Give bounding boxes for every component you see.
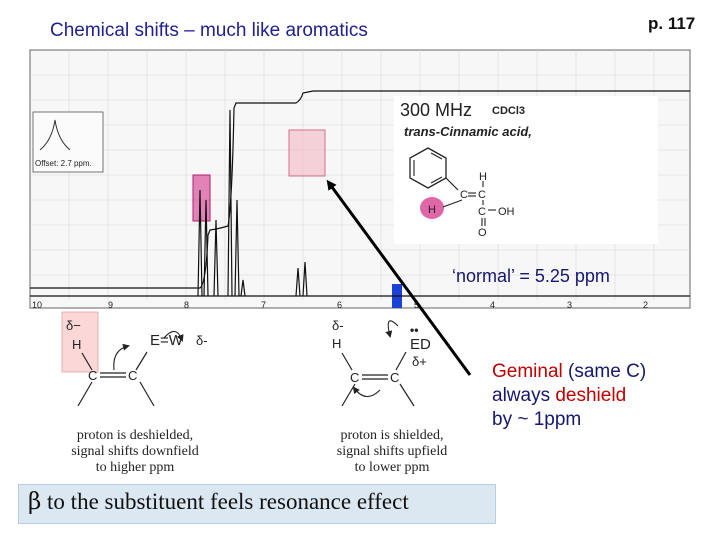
deshield-word: deshield — [555, 385, 627, 406]
ed-caption-line: signal shifts upfield — [336, 444, 448, 459]
ed-h: H — [332, 336, 341, 351]
ed-c2: C — [390, 370, 399, 385]
ew-highlight — [61, 311, 99, 373]
tick-7: 7 — [261, 300, 266, 310]
ew-h: H — [72, 337, 81, 352]
tick-4: 4 — [490, 300, 495, 310]
atom-c2: C — [478, 189, 486, 201]
ed-delta-minus: δ- — [332, 318, 344, 333]
geminal-line-2: always deshield — [492, 384, 646, 408]
ed-caption: proton is shielded, signal shifts upfiel… — [292, 428, 492, 476]
ed-caption-line: proton is shielded, — [340, 428, 444, 443]
offset-label: Offset: 2.7 ppm. — [35, 159, 92, 168]
beta-note: β to the substituent feels resonance eff… — [28, 489, 409, 515]
atom-o: O — [478, 227, 487, 239]
page-number: p. 117 — [648, 14, 696, 33]
tick-8: 8 — [184, 300, 189, 310]
beta-h: H — [479, 171, 487, 183]
geminal-line-1: Geminal (same C) — [492, 360, 646, 384]
geminal-line-1-rest: (same C) — [562, 361, 647, 382]
highlight-pink-large — [288, 129, 326, 177]
ew-c2: C — [128, 368, 137, 383]
ed-c1: C — [350, 370, 359, 385]
spectrum-peaks — [197, 109, 308, 297]
frequency-label: 300 MHz — [400, 100, 472, 120]
tick-9: 9 — [108, 300, 113, 310]
alpha-h: H — [428, 204, 436, 216]
geminal-line-2-plain: always — [492, 385, 556, 406]
compound-panel — [394, 96, 658, 244]
ew-delta-minus-2: δ- — [196, 333, 208, 348]
ew-delta-minus: δ− — [66, 318, 81, 333]
compound-name: trans-Cinnamic acid, — [404, 124, 532, 139]
offset-inset — [32, 111, 104, 173]
atom-c3: C — [478, 206, 486, 218]
tick-6: 6 — [337, 300, 342, 310]
ew-diagram: δ− H E=W δ- C C — [61, 311, 208, 407]
geminal-word: Geminal — [492, 361, 563, 382]
tick-2: 2 — [643, 300, 648, 310]
beta-note-text: to the substituent feels resonance effec… — [41, 489, 409, 514]
benzene-ring — [409, 147, 447, 189]
ed-delta-plus: δ+ — [412, 354, 427, 369]
ed-group: ED — [410, 336, 431, 353]
geminal-arrow — [326, 179, 472, 376]
tick-10: 10 — [32, 300, 42, 310]
atom-oh: OH — [498, 206, 515, 218]
ew-caption-line: to higher ppm — [95, 460, 175, 475]
offset-peak — [39, 119, 71, 151]
ew-c1: C — [88, 368, 97, 383]
tick-3: 3 — [567, 300, 572, 310]
geminal-note: Geminal (same C) always deshield by ~ 1p… — [492, 360, 646, 432]
tick-5: 5 — [414, 300, 419, 310]
ed-caption-line: to lower ppm — [354, 460, 430, 475]
ew-caption: proton is deshielded, signal shifts down… — [35, 428, 235, 476]
geminal-line-3: by ~ 1ppm — [492, 409, 582, 430]
ew-caption-line: proton is deshielded, — [76, 428, 194, 443]
ew-group: E=W — [150, 332, 184, 349]
page-title: Chemical shifts – much like aromatics — [50, 20, 368, 41]
beta-symbol: β — [28, 489, 42, 515]
alpha-h-highlight — [420, 197, 444, 219]
ew-caption-line: signal shifts downfield — [71, 444, 199, 459]
ed-lone-pair: •• — [410, 323, 418, 337]
beta-note-box — [18, 484, 496, 524]
ppm-axis: 10 9 8 7 6 5 4 3 2 — [32, 300, 648, 310]
solvent-label: CDCl3 — [492, 105, 525, 117]
highlight-pink-small — [192, 174, 211, 222]
atom-c1: C — [460, 189, 468, 201]
ed-diagram: δ- H •• ED δ+ C C — [332, 318, 431, 407]
normal-shift-label: ‘normal’ = 5.25 ppm — [452, 266, 610, 286]
